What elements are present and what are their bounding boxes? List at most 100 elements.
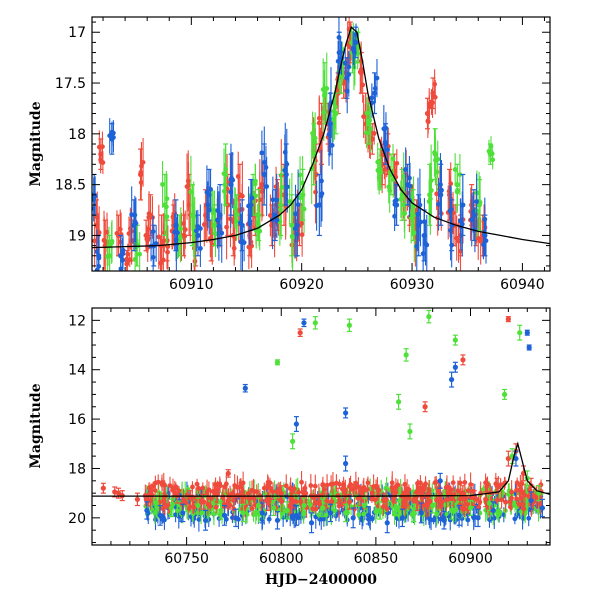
data-point bbox=[312, 474, 318, 498]
data-point bbox=[301, 318, 307, 328]
data-point bbox=[324, 474, 330, 497]
data-point bbox=[301, 184, 307, 234]
data-point bbox=[293, 504, 299, 526]
data-point bbox=[454, 170, 460, 213]
top-y-axis-label: Magnitude bbox=[28, 101, 44, 186]
data-point bbox=[146, 191, 152, 236]
data-point bbox=[375, 142, 381, 182]
data-point bbox=[457, 476, 463, 490]
data-point bbox=[460, 354, 466, 366]
data-point bbox=[240, 503, 247, 523]
data-point bbox=[150, 215, 156, 248]
data-point bbox=[308, 512, 315, 534]
data-point bbox=[268, 194, 273, 237]
data-point bbox=[321, 70, 327, 122]
bottom-y-axis-label: Magnitude bbox=[28, 383, 44, 468]
data-point bbox=[483, 491, 489, 508]
data-point bbox=[343, 503, 349, 523]
data-point bbox=[467, 499, 474, 516]
data-point bbox=[415, 177, 421, 251]
x-tick-label: 60900 bbox=[448, 551, 493, 567]
y-tick-label: 17.5 bbox=[55, 76, 86, 92]
data-point bbox=[369, 485, 375, 502]
data-point bbox=[140, 137, 146, 187]
data-point bbox=[107, 118, 113, 154]
data-point bbox=[129, 186, 135, 244]
y-tick-label: 20 bbox=[68, 511, 86, 527]
data-point bbox=[118, 248, 124, 271]
data-point bbox=[225, 492, 231, 509]
data-point bbox=[316, 510, 322, 519]
data-point bbox=[474, 173, 480, 230]
data-point bbox=[235, 151, 241, 202]
data-point bbox=[456, 504, 462, 526]
data-point bbox=[367, 105, 373, 135]
data-point bbox=[144, 501, 150, 520]
data-point bbox=[481, 214, 487, 255]
data-point bbox=[137, 232, 143, 271]
data-point bbox=[373, 479, 379, 494]
x-tick-label: 60930 bbox=[390, 277, 435, 293]
data-point bbox=[395, 479, 401, 491]
data-point bbox=[197, 229, 203, 268]
data-point bbox=[148, 485, 154, 502]
data-point bbox=[109, 222, 114, 264]
bottom-plot-frame bbox=[91, 307, 551, 546]
data-point bbox=[205, 493, 211, 516]
data-point bbox=[437, 492, 443, 509]
data-point bbox=[270, 482, 276, 502]
data-point bbox=[259, 130, 265, 176]
data-point bbox=[411, 503, 417, 523]
data-point bbox=[163, 170, 169, 243]
data-point bbox=[528, 477, 534, 494]
data-point bbox=[420, 483, 426, 500]
data-point bbox=[246, 491, 252, 505]
data-point bbox=[432, 476, 438, 489]
data-point bbox=[296, 488, 302, 497]
y-tick-label: 19 bbox=[68, 228, 86, 244]
data-point bbox=[403, 348, 409, 362]
data-point bbox=[96, 245, 102, 271]
data-point bbox=[194, 478, 200, 490]
data-point bbox=[401, 176, 407, 233]
model-curve bbox=[92, 26, 550, 249]
data-point bbox=[501, 388, 508, 400]
data-point bbox=[168, 498, 175, 518]
y-tick-label: 14 bbox=[68, 363, 86, 379]
data-point bbox=[505, 316, 511, 323]
data-point bbox=[295, 169, 301, 240]
data-point bbox=[194, 210, 199, 252]
data-point bbox=[417, 168, 423, 242]
data-point bbox=[485, 476, 490, 492]
data-point bbox=[425, 109, 431, 134]
data-point bbox=[290, 433, 296, 450]
data-point bbox=[505, 450, 511, 467]
data-point bbox=[219, 203, 225, 263]
data-point bbox=[215, 186, 221, 235]
data-point bbox=[264, 156, 270, 217]
data-point bbox=[517, 324, 523, 341]
data-point bbox=[378, 156, 384, 189]
data-point bbox=[267, 477, 273, 488]
y-tick-label: 12 bbox=[68, 313, 86, 329]
data-point bbox=[153, 225, 159, 262]
data-point bbox=[524, 329, 530, 336]
data-point bbox=[308, 473, 314, 498]
data-point bbox=[521, 502, 527, 516]
data-point bbox=[507, 497, 513, 506]
data-point bbox=[346, 52, 352, 97]
data-point bbox=[496, 501, 501, 523]
data-point bbox=[274, 511, 281, 530]
data-point bbox=[441, 511, 447, 530]
data-point bbox=[249, 178, 255, 217]
data-point bbox=[407, 162, 413, 210]
data-point bbox=[328, 475, 334, 494]
data-point bbox=[503, 492, 508, 512]
data-point bbox=[341, 476, 347, 494]
data-point bbox=[407, 423, 413, 440]
data-point bbox=[188, 155, 194, 229]
data-point bbox=[371, 122, 377, 145]
x-tick-label: 60920 bbox=[279, 277, 324, 293]
data-point bbox=[407, 155, 412, 201]
data-point bbox=[452, 361, 458, 373]
